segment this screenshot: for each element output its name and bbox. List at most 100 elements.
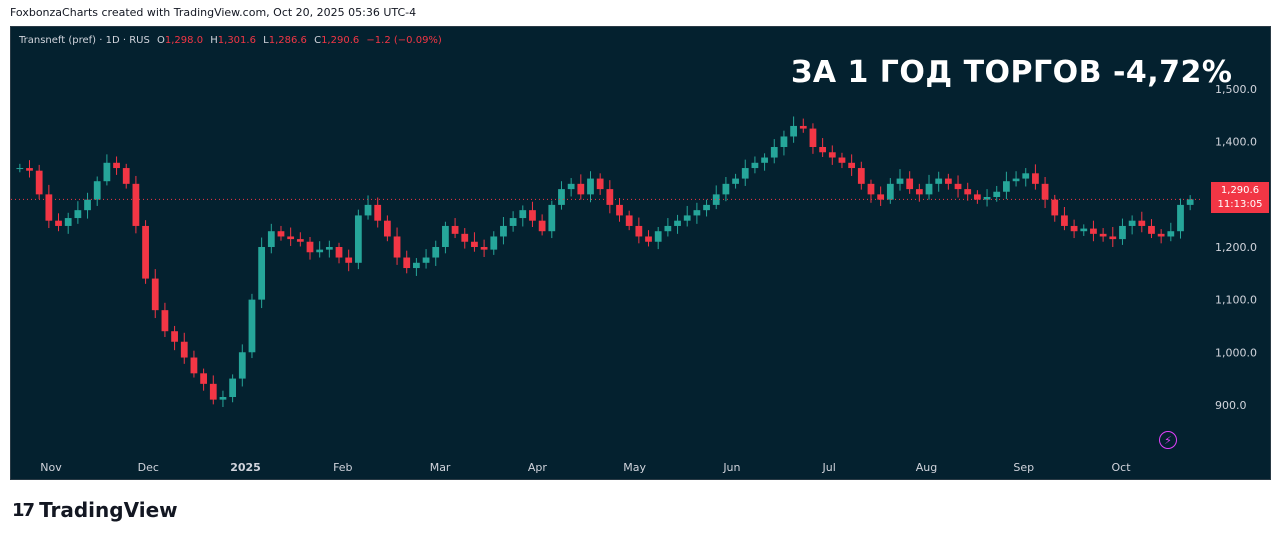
candle-body [567, 183, 575, 190]
candle-body [548, 204, 556, 232]
legend-low-label: L [263, 35, 269, 46]
candle-body [1109, 236, 1117, 240]
candle-body [1090, 228, 1097, 234]
candle-body [857, 168, 865, 184]
legend-close-value: 1,290.6 [321, 35, 360, 46]
candle-body [471, 241, 478, 247]
candle-body [635, 225, 643, 237]
candle-body [316, 249, 324, 253]
candle-body [248, 299, 256, 353]
candle-body [1022, 173, 1030, 179]
candle-body [645, 236, 652, 242]
candle-body [596, 178, 604, 190]
candle-body [480, 247, 488, 250]
candle-body [587, 178, 594, 195]
x-tick-label: Feb [333, 461, 352, 474]
candle-body [790, 125, 797, 137]
candle-body [461, 233, 469, 242]
candle-body [1070, 225, 1078, 232]
candle-body [1177, 204, 1184, 232]
candle-body [1051, 199, 1059, 216]
candle-body [886, 183, 894, 200]
candle-body [1061, 215, 1068, 226]
candle-body [132, 183, 140, 226]
candle-body [383, 220, 391, 237]
candle-body [983, 197, 991, 200]
candle-body [509, 218, 517, 226]
candle-body [354, 215, 362, 263]
candle-body [799, 125, 807, 129]
candle-body [838, 157, 846, 163]
candle-body [161, 310, 169, 332]
candle-body [732, 178, 739, 184]
candle-body [664, 225, 672, 232]
candle-body [1080, 228, 1088, 232]
candle-body [722, 183, 730, 195]
legend-change: −1.2 (−0.09%) [366, 35, 442, 46]
chart-panel[interactable]: 1,500.01,400.01,300.01,200.01,100.01,000… [10, 26, 1271, 480]
candle-body [171, 331, 178, 342]
candle-body [345, 257, 353, 263]
candle-body [74, 210, 82, 219]
candle-body [55, 220, 62, 226]
candle-body [828, 152, 836, 158]
chart-caption: FoxbonzaCharts created with TradingView.… [10, 6, 417, 19]
candle-body [964, 189, 972, 195]
legend-close-label: C [314, 35, 322, 46]
candle-body [64, 218, 72, 226]
candle-body [26, 168, 33, 171]
legend-low-value: 1,286.6 [268, 35, 307, 46]
candle-body [877, 194, 885, 200]
y-tick-label: 1,200.0 [1215, 241, 1257, 254]
candle-body [867, 183, 875, 195]
x-tick-label: Jul [822, 461, 836, 474]
candle-body [45, 194, 53, 221]
brand-name: TradingView [39, 498, 178, 522]
candle-body [1041, 183, 1049, 200]
candle-body [848, 162, 856, 169]
candle-body [500, 225, 507, 237]
x-tick-label: Oct [1111, 461, 1131, 474]
candle-body [741, 168, 749, 179]
candle-body [1186, 199, 1194, 205]
candle-body [1032, 173, 1039, 184]
candle-body [906, 178, 914, 190]
candle-body [993, 191, 1001, 197]
candle-body [616, 204, 623, 216]
candle-body [819, 147, 827, 153]
candle-body [770, 147, 778, 158]
x-tick-label: Aug [916, 461, 937, 474]
candle-body [1138, 220, 1146, 226]
candle-body [422, 257, 430, 263]
legend-open-value: 1,298.0 [164, 35, 204, 46]
candle-body [287, 236, 295, 240]
candle-body [935, 178, 943, 184]
candle-body [374, 204, 382, 221]
candle-body [954, 183, 962, 190]
candle-body [122, 168, 130, 184]
x-tick-label: Jun [722, 461, 740, 474]
y-tick-label: 1,400.0 [1215, 136, 1257, 149]
y-tick-label: 1,500.0 [1215, 83, 1257, 96]
candle-body [16, 168, 24, 170]
legend-high-value: 1,301.6 [217, 35, 256, 46]
lightning-icon[interactable]: ⚡ [1159, 431, 1177, 449]
candle-body [490, 236, 498, 250]
candle-body [403, 257, 411, 269]
candle-body [113, 162, 120, 169]
candle-body [519, 210, 527, 219]
tradingview-brand[interactable]: 17 TradingView [12, 498, 178, 522]
candle-body [1148, 225, 1155, 234]
candle-body [529, 210, 536, 221]
candle-body [296, 239, 304, 242]
candle-body [1119, 225, 1126, 240]
candle-body [654, 231, 662, 242]
candle-body [577, 183, 585, 195]
candle-body [84, 199, 91, 211]
candle-body [93, 181, 101, 200]
candle-body [200, 373, 207, 384]
candlestick-plot[interactable]: 1,500.01,400.01,300.01,200.01,100.01,000… [11, 27, 1271, 480]
candle-body [432, 247, 440, 258]
candle-body [944, 178, 952, 184]
candle-body [703, 204, 710, 211]
